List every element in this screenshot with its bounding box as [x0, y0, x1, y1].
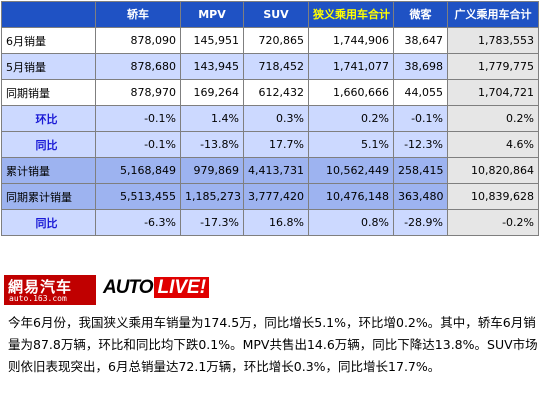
table-cell: 5,168,849 [95, 157, 181, 184]
table-cell: -0.2% [447, 209, 539, 236]
row-label: 同期销量 [1, 79, 96, 106]
table-cell: 720,865 [243, 27, 309, 54]
table-cell: 1,779,775 [447, 53, 539, 80]
netease-logo-text: 網易汽车 [8, 278, 73, 296]
table-cell: 4,413,731 [243, 157, 309, 184]
row-label: 同期累计销量 [1, 183, 96, 210]
table-cell: 38,647 [393, 27, 448, 54]
table-row: 环比 -0.1% 1.4% 0.3% 0.2% -0.1% 0.2% [1, 105, 539, 132]
table-cell: -17.3% [180, 209, 244, 236]
table-cell: 612,432 [243, 79, 309, 106]
table-cell: -28.9% [393, 209, 448, 236]
table-cell: 1,744,906 [308, 27, 394, 54]
table-cell: 878,090 [95, 27, 181, 54]
table-cell: 44,055 [393, 79, 448, 106]
row-label: 6月销量 [1, 27, 96, 54]
article-paragraph: 今年6月份，我国狭义乘用车销量为174.5万，同比增长5.1%，环比增0.2%。… [8, 315, 538, 374]
table-row: 累计销量 5,168,849 979,869 4,413,731 10,562,… [1, 157, 539, 184]
corner-cell [1, 1, 96, 28]
row-label: 同比 [1, 131, 96, 158]
table-cell: 10,839,628 [447, 183, 539, 210]
table-cell: 1,783,553 [447, 27, 539, 54]
table-cell: 4.6% [447, 131, 539, 158]
table-cell: -12.3% [393, 131, 448, 158]
table-cell: 258,415 [393, 157, 448, 184]
table-cell: 3,777,420 [243, 183, 309, 210]
netease-logo-url: auto.163.com [9, 294, 67, 303]
table-cell: -0.1% [95, 131, 181, 158]
table-cell: 0.8% [308, 209, 394, 236]
header-narrow-total: 狭义乘用车合计 [308, 1, 394, 28]
table-cell: 363,480 [393, 183, 448, 210]
header-broad-total: 广义乘用车合计 [447, 1, 539, 28]
table-row: 6月销量 878,090 145,951 720,865 1,744,906 3… [1, 27, 539, 54]
table-cell: -0.1% [95, 105, 181, 132]
header-suv: SUV [243, 1, 309, 28]
table-cell: 0.2% [308, 105, 394, 132]
sales-table-image: 轿车 MPV SUV 狭义乘用车合计 微客 广义乘用车合计 6月销量 878,0… [1, 1, 539, 236]
table-cell: 1,185,273 [180, 183, 244, 210]
table-row: 同比 -6.3% -17.3% 16.8% 0.8% -28.9% -0.2% [1, 209, 539, 236]
table-cell: 979,869 [180, 157, 244, 184]
table-cell: 1,660,666 [308, 79, 394, 106]
table-cell: 0.3% [243, 105, 309, 132]
table-cell: -6.3% [95, 209, 181, 236]
table-cell: -0.1% [393, 105, 448, 132]
table-cell: 169,264 [180, 79, 244, 106]
row-label: 5月销量 [1, 53, 96, 80]
netease-auto-logo: 網易汽车 auto.163.com [4, 275, 96, 305]
header-mpv: MPV [180, 1, 244, 28]
logo-bar: 網易汽车 auto.163.com AUTO LIVE! [0, 272, 550, 306]
live-logo-text: LIVE! [154, 277, 210, 298]
auto-logo-text: AUTO [103, 277, 153, 298]
table-cell: 878,680 [95, 53, 181, 80]
table-cell: 16.8% [243, 209, 309, 236]
autolive-logo: AUTO LIVE! [103, 277, 210, 303]
row-label: 环比 [1, 105, 96, 132]
table-cell: 878,970 [95, 79, 181, 106]
table-cell: 718,452 [243, 53, 309, 80]
table-cell: 10,820,864 [447, 157, 539, 184]
row-label: 累计销量 [1, 157, 96, 184]
header-sedan: 轿车 [95, 1, 181, 28]
header-minivan: 微客 [393, 1, 448, 28]
table-cell: 5.1% [308, 131, 394, 158]
table-cell: 5,513,455 [95, 183, 181, 210]
table-row: 同期销量 878,970 169,264 612,432 1,660,666 4… [1, 79, 539, 106]
table-cell: 0.2% [447, 105, 539, 132]
row-label: 同比 [1, 209, 96, 236]
header-row: 轿车 MPV SUV 狭义乘用车合计 微客 广义乘用车合计 [1, 1, 539, 28]
table-cell: 145,951 [180, 27, 244, 54]
table-row: 同比 -0.1% -13.8% 17.7% 5.1% -12.3% 4.6% [1, 131, 539, 158]
table-cell: 1,704,721 [447, 79, 539, 106]
table-cell: 17.7% [243, 131, 309, 158]
table-row: 同期累计销量 5,513,455 1,185,273 3,777,420 10,… [1, 183, 539, 210]
table-cell: 10,476,148 [308, 183, 394, 210]
table-cell: 1,741,077 [308, 53, 394, 80]
table-row: 5月销量 878,680 143,945 718,452 1,741,077 3… [1, 53, 539, 80]
table-cell: 38,698 [393, 53, 448, 80]
table-cell: 10,562,449 [308, 157, 394, 184]
sales-table: 轿车 MPV SUV 狭义乘用车合计 微客 广义乘用车合计 6月销量 878,0… [1, 1, 539, 236]
table-cell: -13.8% [180, 131, 244, 158]
table-cell: 1.4% [180, 105, 244, 132]
table-cell: 143,945 [180, 53, 244, 80]
